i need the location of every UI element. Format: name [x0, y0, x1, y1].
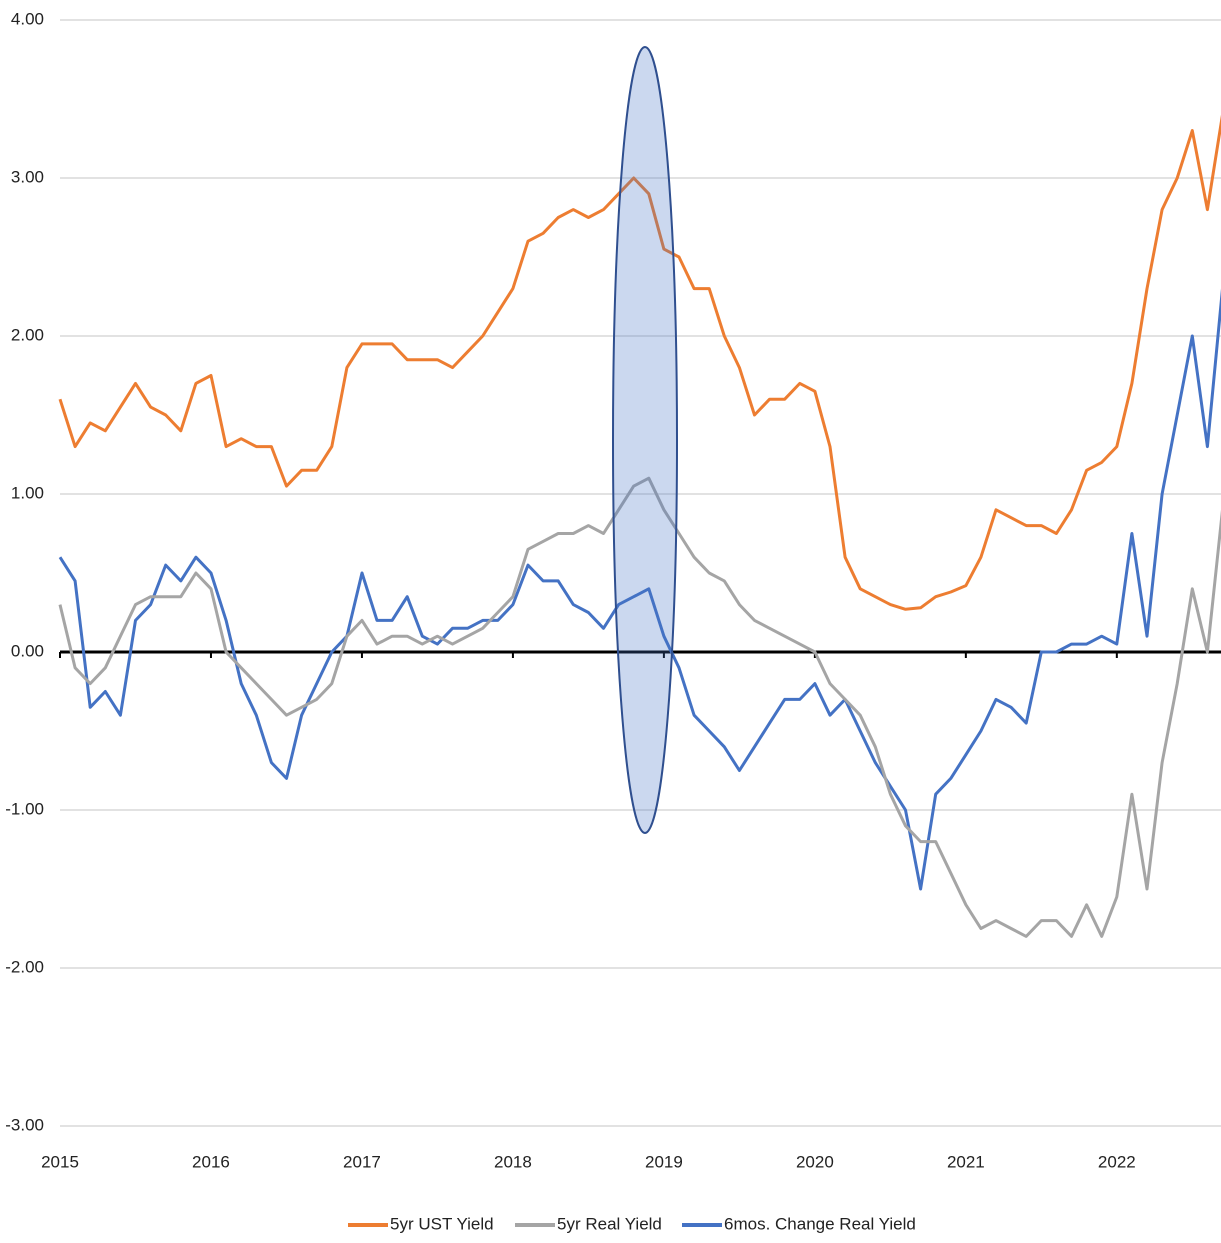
y-tick-label: -1.00: [5, 799, 44, 818]
lines: [58, 114, 1221, 938]
x-tick-label: 2022: [1098, 1152, 1136, 1171]
y-tick-label: -2.00: [5, 957, 44, 976]
y-tick-label: 3.00: [11, 167, 44, 186]
y-tick-label: 0.00: [11, 641, 44, 660]
x-tick-label: 2018: [494, 1152, 532, 1171]
legend-label: 5yr UST Yield: [390, 1214, 494, 1233]
grid: [59, 19, 1221, 1127]
x-tick-label: 2015: [41, 1152, 79, 1171]
y-tick-label: 4.00: [11, 9, 44, 28]
legend-label: 6mos. Change Real Yield: [724, 1214, 916, 1233]
x-tick-label: 2017: [343, 1152, 381, 1171]
x-tick-label: 2021: [947, 1152, 985, 1171]
x-tick-label: 2016: [192, 1152, 230, 1171]
legend-label: 5yr Real Yield: [557, 1214, 662, 1233]
series-line: [58, 288, 1221, 891]
series-line: [58, 476, 1221, 938]
y-tick-label: 1.00: [11, 483, 44, 502]
series-line: [58, 114, 1221, 611]
x-tick-label: 2019: [645, 1152, 683, 1171]
y-tick-label: -3.00: [5, 1115, 44, 1134]
highlight-ellipse: [612, 46, 678, 834]
y-tick-label: 2.00: [11, 325, 44, 344]
x-tick-label: 2020: [796, 1152, 834, 1171]
